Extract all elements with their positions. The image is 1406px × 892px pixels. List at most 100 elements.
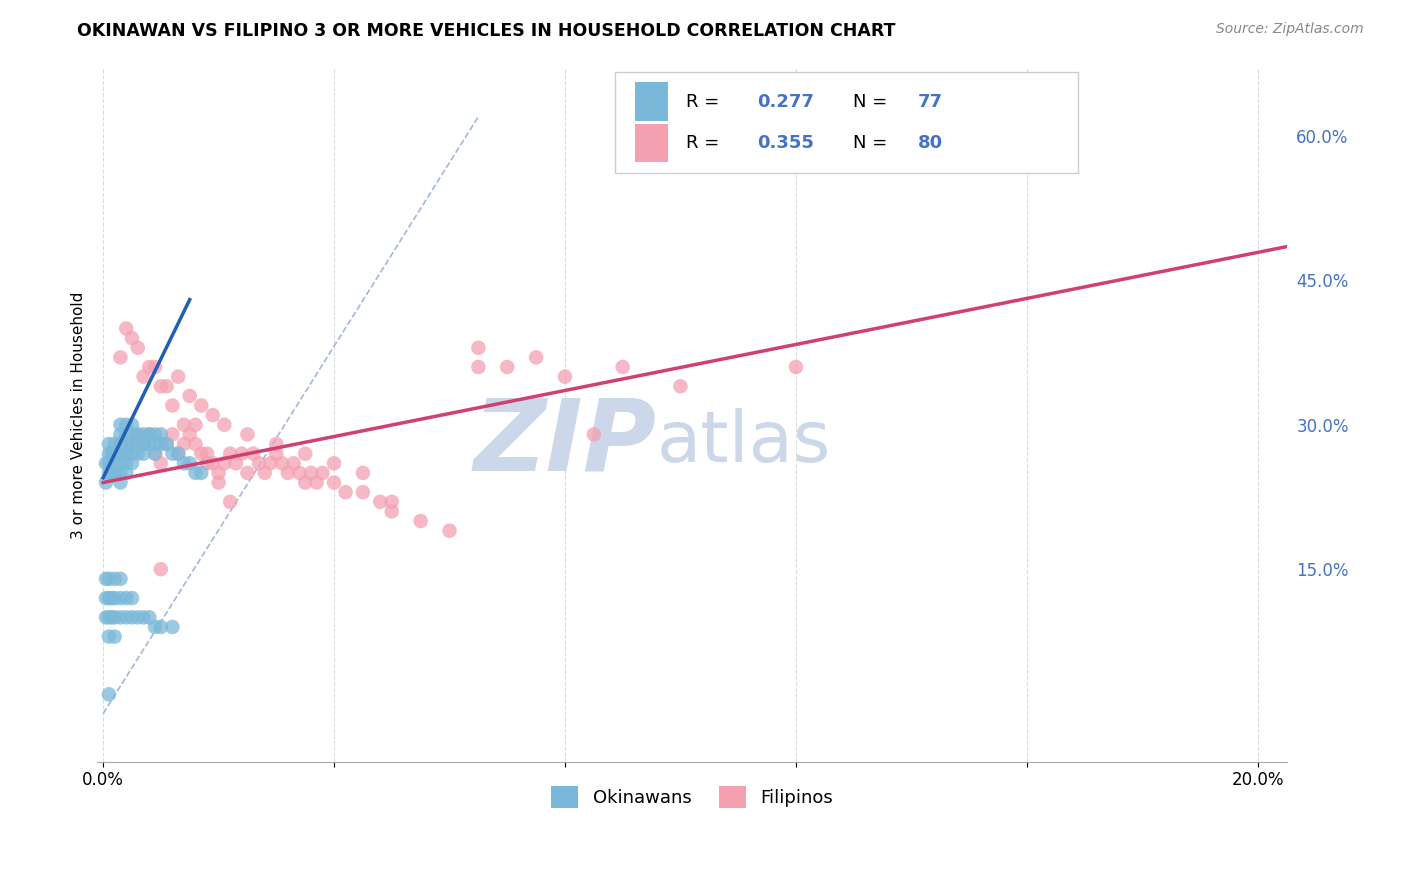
Point (524, 351, 547, 365)
Point (582, 427, 605, 442)
Point (149, 379, 172, 393)
Point (184, 417, 207, 432)
Point (132, 369, 155, 384)
Point (110, 417, 132, 432)
Point (101, 591, 124, 606)
Point (138, 427, 160, 442)
Point (104, 456, 127, 470)
Point (381, 504, 404, 518)
Point (467, 341, 489, 355)
Point (409, 514, 432, 528)
Point (97, 447, 120, 461)
Point (97, 456, 120, 470)
Point (149, 620, 172, 634)
Point (294, 475, 316, 490)
Point (115, 466, 138, 480)
Point (104, 630, 127, 644)
Point (190, 447, 212, 461)
Point (97, 591, 120, 606)
FancyBboxPatch shape (614, 72, 1078, 172)
Point (104, 591, 127, 606)
Point (214, 456, 236, 470)
Point (101, 466, 124, 480)
Point (335, 485, 357, 500)
Text: 80: 80 (918, 135, 943, 153)
Text: ZIP: ZIP (474, 394, 657, 491)
Point (127, 427, 149, 442)
Point (143, 427, 166, 442)
Point (110, 447, 132, 461)
Point (138, 610, 160, 624)
Point (162, 447, 184, 461)
Point (94, 475, 117, 490)
Point (110, 610, 132, 624)
Point (127, 437, 149, 451)
Point (167, 447, 190, 461)
FancyBboxPatch shape (636, 82, 668, 120)
Point (554, 369, 576, 384)
Legend: Okinawans, Filipinos: Okinawans, Filipinos (544, 779, 839, 815)
Text: Source: ZipAtlas.com: Source: ZipAtlas.com (1216, 22, 1364, 37)
Point (149, 562, 172, 576)
Point (143, 447, 166, 461)
Point (115, 447, 138, 461)
Point (97, 572, 120, 586)
Point (162, 620, 184, 634)
Point (173, 456, 195, 470)
Point (127, 610, 149, 624)
Point (138, 359, 160, 374)
Point (201, 456, 224, 470)
Point (94, 610, 117, 624)
Point (121, 591, 143, 606)
Text: atlas: atlas (657, 409, 831, 477)
Point (94, 572, 117, 586)
Point (277, 466, 299, 480)
Point (311, 466, 333, 480)
Point (381, 495, 404, 509)
Point (97, 610, 120, 624)
Point (110, 591, 132, 606)
Point (299, 466, 322, 480)
Point (266, 437, 288, 451)
Point (323, 475, 346, 490)
Point (156, 379, 179, 393)
Point (110, 351, 132, 365)
Text: 0.277: 0.277 (758, 93, 814, 111)
Point (467, 359, 489, 374)
Point (179, 427, 201, 442)
Point (132, 427, 155, 442)
Point (143, 447, 166, 461)
Point (162, 399, 184, 413)
Point (115, 427, 138, 442)
Point (294, 447, 316, 461)
Point (104, 610, 127, 624)
Point (97, 466, 120, 480)
Point (368, 495, 391, 509)
Point (121, 447, 143, 461)
Point (97, 630, 120, 644)
Text: R =: R = (686, 93, 725, 111)
Point (162, 427, 184, 442)
Point (121, 427, 143, 442)
FancyBboxPatch shape (636, 124, 668, 162)
Point (132, 437, 155, 451)
Point (94, 591, 117, 606)
Point (271, 456, 294, 470)
Point (207, 466, 229, 480)
Point (266, 447, 288, 461)
Point (121, 456, 143, 470)
Point (110, 437, 132, 451)
Point (173, 437, 195, 451)
Point (236, 466, 259, 480)
Text: 0.355: 0.355 (758, 135, 814, 153)
Point (496, 359, 519, 374)
Point (115, 591, 138, 606)
Point (156, 437, 179, 451)
Point (149, 437, 172, 451)
Point (97, 437, 120, 451)
Point (288, 466, 311, 480)
Point (138, 437, 160, 451)
Point (167, 369, 190, 384)
Point (138, 427, 160, 442)
Point (352, 485, 374, 500)
